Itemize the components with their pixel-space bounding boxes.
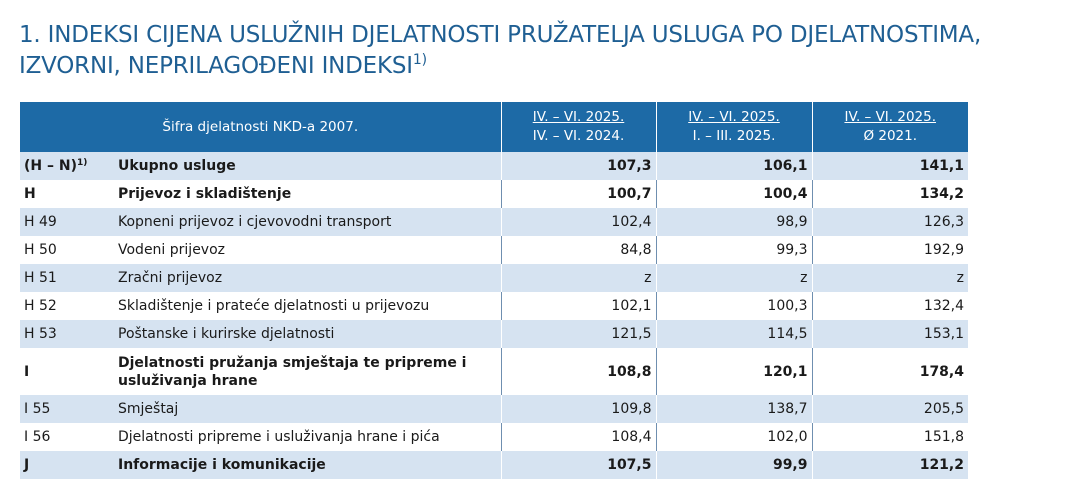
table-row: H 53 Poštanske i kurirske djelatnosti 12… [20,320,968,348]
row-name: Djelatnosti pripreme i usluživanja hrane… [118,429,440,445]
row-code: I 56 [24,429,51,445]
row-value-1: 107,5 [500,451,656,479]
table-row: I Djelatnosti pružanja smještaja te prip… [20,348,968,395]
row-value-3: 192,9 [811,236,968,264]
row-value-1: 107,3 [500,152,656,180]
header-period-2-bottom: I. – III. 2025. [692,128,776,144]
row-code: J [20,451,118,479]
row-value-2: 106,1 [655,152,812,180]
row-value-2: 100,3 [655,292,812,320]
row-value-1: 102,1 [500,292,656,320]
row-value-1: 109,8 [500,395,656,423]
table-row: H Prijevoz i skladištenje 100,7 100,4 13… [20,180,968,208]
row-value-2: z [655,264,812,292]
row-value-2: 102,0 [655,423,812,451]
header-period-1: IV. – VI. 2025. IV. – VI. 2024. [500,102,656,152]
row-value-3: z [811,264,968,292]
row-code-footnote: 1) [76,158,88,168]
table-row: H 50 Vodeni prijevoz 84,8 99,3 192,9 [20,236,968,264]
row-value-3: 178,4 [811,348,968,395]
row-name-line-2: usluživanja hrane [118,372,258,389]
row-code: H 53 [20,320,118,348]
header-activity-code: Šifra djelatnosti NKD-a 2007. [20,102,501,152]
row-value-2: 100,4 [655,180,812,208]
row-value-1: 100,7 [500,180,656,208]
row-value-3: 151,8 [811,423,968,451]
row-name: Smještaj [118,395,501,423]
row-code: (H – N)1) [20,152,118,180]
table-row: H 51 Zračni prijevoz z z z [20,264,968,292]
page-title: 1. INDEKSI CIJENA USLUŽNIH DJELATNOSTI P… [19,20,1019,82]
row-code: H [24,186,36,202]
row-name: Informacije i komunikacije [118,451,501,479]
row-value-1: 102,4 [500,208,656,236]
row-value-3: 121,2 [811,451,968,479]
row-value-1: 108,4 [500,423,656,451]
table-row: H 49 Kopneni prijevoz i cjevovodni trans… [20,208,968,236]
row-value-3: 126,3 [811,208,968,236]
table-row: H 52 Skladištenje i prateće djelatnosti … [20,292,968,320]
header-period-3-bottom: Ø 2021. [863,128,918,144]
row-value-2: 99,9 [655,451,812,479]
row-name: Ukupno usluge [118,152,501,180]
row-value-2: 114,5 [655,320,812,348]
row-value-1: 108,8 [500,348,656,395]
title-line-1: 1. INDEKSI CIJENA USLUŽNIH DJELATNOSTI P… [19,22,982,48]
row-value-3: 141,1 [811,152,968,180]
row-code: H 52 [24,298,57,314]
row-name: Kopneni prijevoz i cjevovodni transport [118,208,501,236]
header-period-3-top: IV. – VI. 2025. [844,109,937,125]
table-row: (H – N)1) Ukupno usluge 107,3 106,1 141,… [20,152,968,180]
row-code: H 51 [20,264,118,292]
row-value-1: z [500,264,656,292]
title-line-2-text: IZVORNI, NEPRILAGOĐENI INDEKSI [19,53,413,79]
header-period-2: IV. – VI. 2025. I. – III. 2025. [655,102,812,152]
row-code: I [24,363,30,380]
row-name: Djelatnosti pružanja smještaja te pripre… [118,348,501,395]
row-name: Zračni prijevoz [118,264,501,292]
row-code: H 49 [20,208,118,236]
title-footnote-mark: 1) [412,52,427,68]
row-name: Poštanske i kurirske djelatnosti [118,320,501,348]
header-period-2-top: IV. – VI. 2025. [688,109,780,125]
title-line-2: IZVORNI, NEPRILAGOĐENI INDEKSI1) [19,51,1019,82]
header-period-1-top: IV. – VI. 2025. [532,109,625,125]
row-code-text: (H – N) [24,158,77,174]
price-index-table: Šifra djelatnosti NKD-a 2007. IV. – VI. … [20,102,968,479]
header-period-1-bottom: IV. – VI. 2024. [532,128,625,144]
row-value-2: 120,1 [655,348,812,395]
row-name: Vodeni prijevoz [118,242,226,258]
row-value-2: 138,7 [655,395,812,423]
row-name: Prijevoz i skladištenje [118,186,292,202]
table-row: I 56 Djelatnosti pripreme i usluživanja … [20,423,968,451]
row-value-3: 134,2 [811,180,968,208]
row-value-3: 205,5 [811,395,968,423]
row-value-2: 98,9 [655,208,812,236]
table-row: I 55 Smještaj 109,8 138,7 205,5 [20,395,968,423]
table-row: J Informacije i komunikacije 107,5 99,9 … [20,451,968,479]
row-code: I 55 [20,395,118,423]
header-period-3: IV. – VI. 2025. Ø 2021. [811,102,968,152]
row-value-1: 121,5 [500,320,656,348]
row-value-3: 132,4 [811,292,968,320]
row-name-line-1: Djelatnosti pružanja smještaja te pripre… [118,354,467,371]
row-code: H 50 [24,242,57,258]
row-value-2: 99,3 [655,236,812,264]
row-value-3: 153,1 [811,320,968,348]
row-name: Skladištenje i prateće djelatnosti u pri… [118,298,430,314]
table-header-row: Šifra djelatnosti NKD-a 2007. IV. – VI. … [20,102,968,152]
row-value-1: 84,8 [500,236,656,264]
